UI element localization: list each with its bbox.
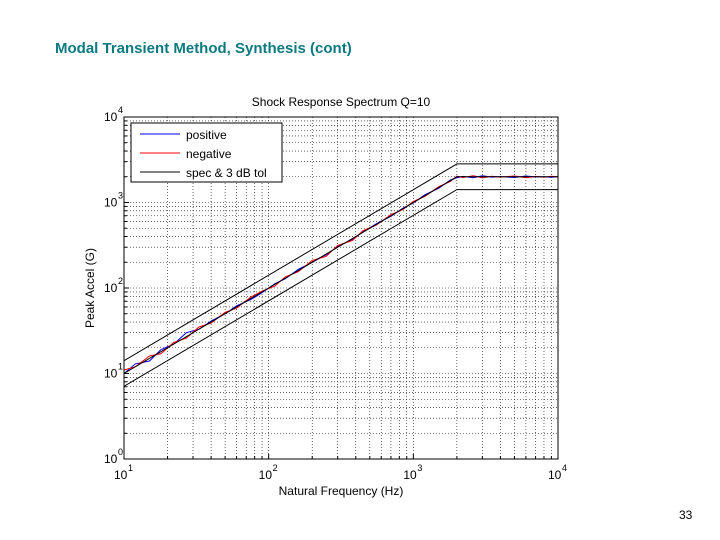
legend-label-positive: positive: [186, 128, 227, 142]
tolerance-upper-line: [123, 163, 558, 362]
axis-ticks: 10 1 10 2 10 3 10 410 010 110 210 310 4: [104, 105, 567, 482]
y-tick-exponent: 3: [118, 191, 123, 201]
y-axis-label: Peak Accel (G): [83, 248, 97, 328]
chart-title: Shock Response Spectrum Q=10: [252, 95, 431, 109]
y-tick-exponent: 4: [118, 105, 123, 115]
x-tick-exponent: 4: [562, 463, 567, 473]
legend-label-spec: spec & 3 dB tol: [186, 166, 267, 180]
y-tick-exponent: 1: [118, 362, 123, 372]
x-tick-exponent: 3: [417, 463, 422, 473]
y-tick-exponent: 0: [118, 447, 123, 457]
x-tick-exponent: 1: [128, 463, 133, 473]
y-tick-exponent: 2: [118, 276, 123, 286]
y-tick-label: 10: [104, 281, 118, 295]
tolerance-lower-line: [123, 189, 558, 387]
x-tick-label: 10: [114, 468, 128, 482]
legend: positive negative spec & 3 dB tol: [130, 122, 283, 183]
y-tick-label: 10: [104, 110, 118, 124]
data-curves: [123, 163, 559, 387]
x-tick-label: 10: [259, 468, 273, 482]
legend-label-negative: negative: [186, 147, 232, 161]
series-spec-line: [123, 176, 558, 374]
page-number: 33: [679, 508, 693, 522]
x-axis-label: Natural Frequency (Hz): [279, 484, 404, 498]
y-tick-label: 10: [104, 367, 118, 381]
y-tick-label: 10: [104, 196, 118, 210]
y-tick-label: 10: [104, 452, 118, 466]
x-tick-label: 10: [548, 468, 562, 482]
slide-title: Modal Transient Method, Synthesis (cont): [55, 40, 352, 57]
x-tick-exponent: 2: [273, 463, 278, 473]
x-tick-label: 10: [403, 468, 417, 482]
